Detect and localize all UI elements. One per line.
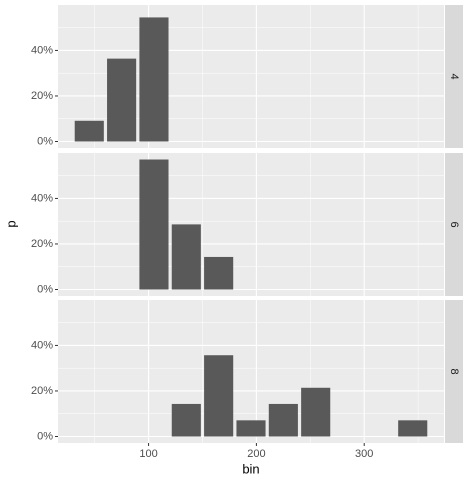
facet-label: 8: [448, 368, 460, 374]
bar: [204, 256, 234, 290]
y-tick-label: 40%: [31, 339, 53, 351]
y-tick-label: 20%: [31, 90, 53, 102]
bar: [107, 58, 137, 142]
x-axis-label: bin: [242, 461, 259, 476]
y-tick-label: 0%: [37, 430, 53, 442]
x-tick-label: 300: [355, 448, 373, 460]
facet-strip: [445, 5, 463, 148]
bar: [301, 387, 331, 437]
bar: [139, 159, 169, 290]
facet-label: 4: [448, 73, 460, 79]
facet-strip: [445, 153, 463, 296]
y-tick-label: 20%: [31, 385, 53, 397]
y-axis-label: p: [3, 220, 18, 227]
y-tick-label: 0%: [37, 283, 53, 295]
y-tick-label: 40%: [31, 192, 53, 204]
facet-label: 6: [448, 221, 460, 227]
bar: [171, 403, 201, 437]
x-tick-label: 200: [247, 448, 265, 460]
bar: [74, 120, 104, 142]
bar: [204, 355, 234, 437]
y-tick-label: 0%: [37, 135, 53, 147]
bar: [171, 224, 201, 290]
bar: [139, 17, 169, 142]
panel: [58, 153, 444, 296]
x-tick-label: 100: [139, 448, 157, 460]
y-tick-label: 20%: [31, 238, 53, 250]
panel: [58, 300, 444, 443]
bar: [398, 420, 428, 437]
bar: [268, 403, 298, 437]
y-tick-label: 40%: [31, 44, 53, 56]
facet-strip: [445, 300, 463, 443]
bar: [236, 420, 266, 437]
